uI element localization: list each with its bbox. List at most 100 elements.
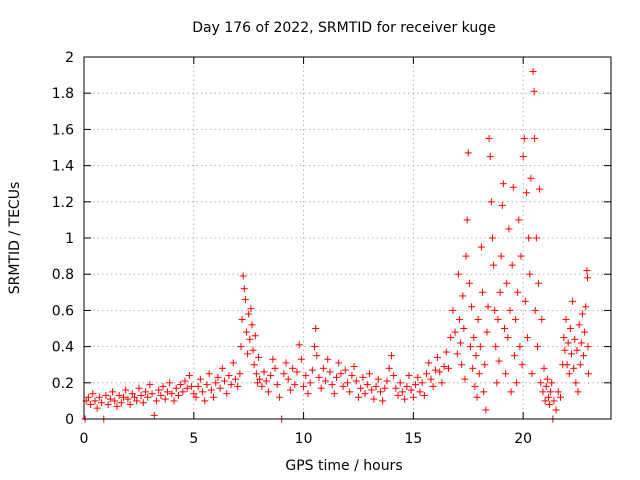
- data-point: [203, 381, 211, 389]
- data-point: [405, 372, 413, 380]
- data-point: [144, 393, 152, 401]
- data-point: [475, 370, 483, 378]
- data-point: [218, 364, 226, 372]
- data-point: [324, 355, 332, 363]
- data-point: [515, 216, 523, 224]
- data-point: [505, 225, 513, 233]
- data-point: [248, 321, 256, 329]
- data-point: [223, 390, 231, 398]
- data-point: [548, 379, 556, 387]
- data-point: [289, 364, 297, 372]
- data-point: [365, 370, 373, 378]
- data-point: [225, 372, 233, 380]
- data-point: [354, 393, 362, 401]
- x-axis-label: GPS time / hours: [285, 458, 402, 474]
- data-point: [528, 370, 536, 378]
- data-point: [531, 134, 539, 142]
- data-point: [538, 315, 546, 323]
- data-point: [335, 359, 343, 367]
- data-point: [152, 397, 160, 405]
- data-point: [429, 382, 437, 390]
- data-point: [425, 359, 433, 367]
- data-point: [89, 390, 97, 398]
- data-point: [560, 334, 568, 342]
- data-point: [506, 306, 514, 314]
- data-point: [137, 391, 145, 399]
- data-point: [302, 372, 310, 380]
- data-point: [547, 388, 555, 396]
- data-point: [236, 370, 244, 378]
- data-point: [241, 296, 249, 304]
- data-point: [461, 375, 469, 383]
- data-point: [485, 134, 493, 142]
- x-tick-label: 0: [80, 431, 89, 447]
- data-point: [442, 348, 450, 356]
- data-point: [322, 377, 330, 385]
- grid: [84, 57, 611, 419]
- data-point: [359, 373, 367, 381]
- data-point: [542, 382, 550, 390]
- y-tick-label: 0: [65, 412, 74, 428]
- data-point: [510, 352, 518, 360]
- data-point: [379, 397, 387, 405]
- data-point: [493, 379, 501, 387]
- data-points: [81, 67, 592, 423]
- data-point: [247, 305, 255, 313]
- data-point: [476, 343, 484, 351]
- data-point: [499, 180, 507, 188]
- data-point: [570, 364, 578, 372]
- data-point: [135, 384, 143, 392]
- data-point: [337, 370, 345, 378]
- data-point: [522, 189, 530, 197]
- data-point: [539, 388, 547, 396]
- data-point: [106, 395, 114, 403]
- data-point: [146, 381, 154, 389]
- data-point: [326, 368, 334, 376]
- data-point: [357, 384, 365, 392]
- chart-title: Day 176 of 2022, SRMTID for receiver kug…: [192, 20, 495, 36]
- data-point: [181, 377, 189, 385]
- data-point: [361, 390, 369, 398]
- data-point: [436, 368, 444, 376]
- data-point: [396, 379, 404, 387]
- data-point: [573, 346, 581, 354]
- data-point: [95, 393, 103, 401]
- data-point: [552, 406, 560, 414]
- data-point: [273, 381, 281, 389]
- data-point: [192, 393, 200, 401]
- data-point: [161, 395, 169, 403]
- data-point: [427, 375, 435, 383]
- data-point: [483, 328, 491, 336]
- data-point: [487, 198, 495, 206]
- data-point: [293, 368, 301, 376]
- data-point: [447, 334, 455, 342]
- data-point: [260, 368, 268, 376]
- data-point: [122, 386, 130, 394]
- data-point: [453, 350, 461, 358]
- data-point: [491, 306, 499, 314]
- data-point: [509, 183, 517, 191]
- data-point: [583, 267, 591, 275]
- y-tick-label: 0.8: [52, 267, 74, 283]
- data-point: [333, 373, 341, 381]
- data-point: [104, 401, 112, 409]
- y-tick-label: 1.8: [52, 86, 74, 102]
- data-point: [262, 377, 270, 385]
- data-point: [372, 382, 380, 390]
- data-point: [190, 390, 198, 398]
- data-point: [398, 388, 406, 396]
- data-point: [466, 343, 474, 351]
- data-point: [458, 361, 466, 369]
- data-point: [572, 379, 580, 387]
- data-point: [495, 357, 503, 365]
- x-tick-labels: 0 5 10 15 20: [80, 431, 533, 447]
- data-point: [148, 390, 156, 398]
- data-point: [341, 366, 349, 374]
- data-point: [363, 381, 371, 389]
- data-point: [541, 397, 549, 405]
- data-point: [488, 234, 496, 242]
- data-point: [438, 379, 446, 387]
- data-point: [98, 399, 106, 407]
- data-point: [344, 379, 351, 387]
